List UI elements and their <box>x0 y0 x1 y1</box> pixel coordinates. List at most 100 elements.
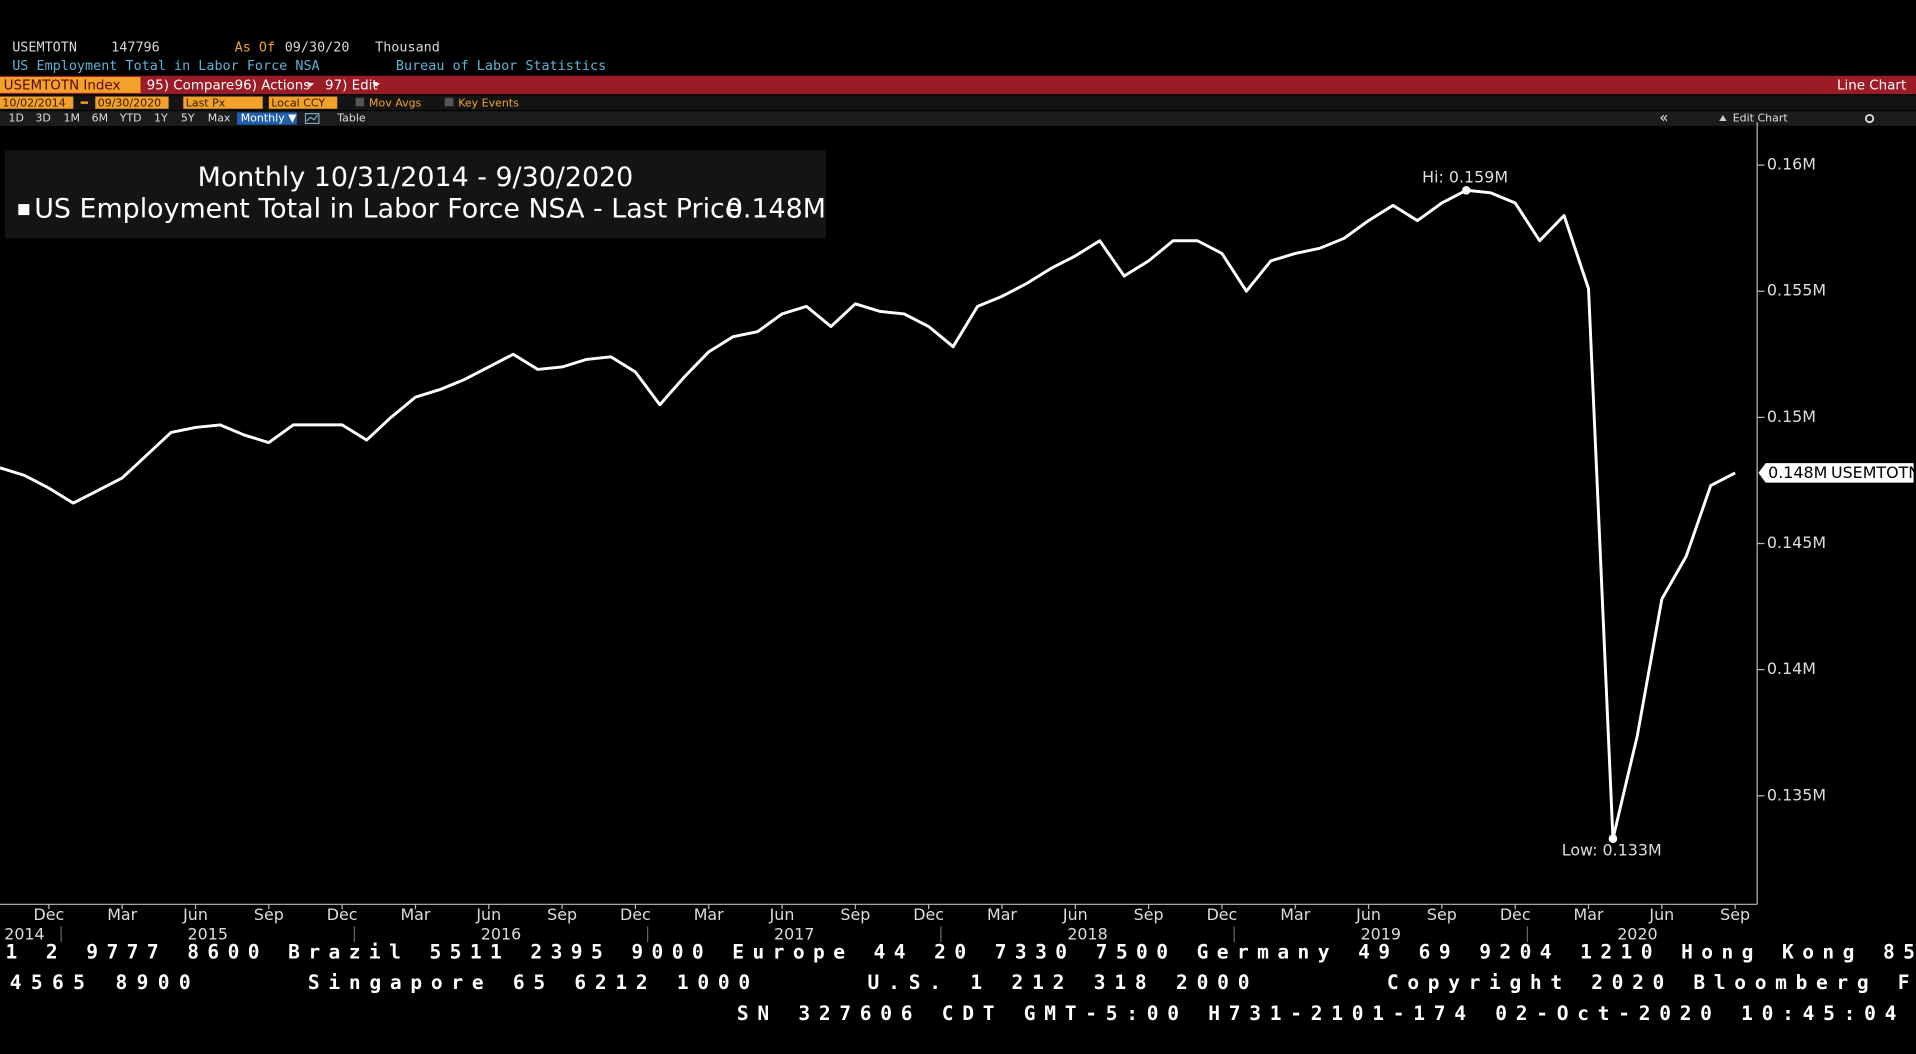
extreme-marker <box>1608 834 1618 843</box>
footer-line: 4565 8900 <box>10 971 191 994</box>
red-menu-bar <box>0 75 1916 95</box>
range-bar <box>0 111 1916 126</box>
key-events[interactable]: Key Events <box>458 96 519 109</box>
extreme-label: Hi: 0.159M <box>1422 168 1508 187</box>
mov-avgs-check[interactable] <box>355 97 365 107</box>
last-price-tag-label: 0.148M USEMTOTN <box>1768 462 1916 481</box>
field-box[interactable] <box>183 96 263 109</box>
compare-button[interactable]: 95) Compare <box>147 79 235 94</box>
period-button[interactable]: 1D <box>9 112 24 125</box>
key-events-check[interactable] <box>444 97 454 107</box>
x-tick-label: Jun <box>1648 905 1674 924</box>
period-button[interactable]: Max <box>208 112 231 125</box>
chart-subtitle: Monthly 10/31/2014 - 9/30/2020 <box>198 162 634 193</box>
x-tick-label: Dec <box>1207 905 1238 924</box>
source: Bureau of Labor Statistics <box>396 59 606 74</box>
actions-button[interactable]: 96) Actions <box>235 79 311 94</box>
x-tick-label: Mar <box>400 905 430 924</box>
period-button[interactable]: 5Y <box>181 112 195 125</box>
x-tick-label: Mar <box>1574 905 1604 924</box>
edit-button[interactable]: 97) Edit <box>325 79 378 94</box>
year-label: 2014 <box>4 924 44 943</box>
extreme-label: Low: 0.133M <box>1562 840 1662 859</box>
table-button[interactable]: Table <box>336 112 366 125</box>
as-of-date: 09/30/20 <box>285 41 350 56</box>
settings-gear[interactable] <box>1864 113 1875 124</box>
separator <box>80 101 88 104</box>
x-tick-label: Sep <box>1134 905 1164 924</box>
start-date[interactable]: 10/02/2014 <box>2 96 65 109</box>
end-date-box[interactable] <box>95 96 169 109</box>
field[interactable]: Last Px <box>186 96 226 109</box>
period-button[interactable]: 1Y <box>154 112 168 125</box>
y-tick-label: 0.15M <box>1767 407 1816 426</box>
period-button[interactable]: YTD <box>119 112 142 125</box>
x-tick-label: Sep <box>840 905 870 924</box>
edit-chart-button[interactable]: Edit Chart <box>1733 112 1789 125</box>
x-tick-label: Sep <box>1720 905 1750 924</box>
x-tick-label: Dec <box>34 905 65 924</box>
x-tick-label: Jun <box>475 905 501 924</box>
footer-line: SN 327606 CDT GMT-5:00 H731-2101-174 02-… <box>737 1002 1897 1025</box>
x-tick-label: Jun <box>1355 905 1381 924</box>
x-tick-label: Mar <box>987 905 1017 924</box>
footer-line: 61 2 9777 8600 Brazil 5511 2395 9000 Eur… <box>0 941 1916 964</box>
period-button[interactable]: 6M <box>92 112 108 125</box>
x-tick-label: Sep <box>547 905 577 924</box>
y-tick-label: 0.135M <box>1767 785 1826 804</box>
x-tick-label: Dec <box>1500 905 1531 924</box>
y-tick-label: 0.145M <box>1767 533 1826 552</box>
y-tick-label: 0.14M <box>1767 659 1816 678</box>
legend-box <box>4 150 827 239</box>
x-tick-label: Dec <box>913 905 944 924</box>
year-label: 2019 <box>1361 924 1401 943</box>
last-price-value: 0.148M <box>1768 462 1827 481</box>
period-button[interactable]: 3D <box>35 112 50 125</box>
settings-bar <box>0 95 1916 110</box>
legend-label: US Employment Total in Labor Force NSA -… <box>34 194 741 225</box>
end-date[interactable]: 09/30/2020 <box>98 96 161 109</box>
description: US Employment Total in Labor Force NSA <box>12 59 319 74</box>
x-tick-label: Jun <box>769 905 795 924</box>
x-tick-label: Mar <box>107 905 137 924</box>
currency[interactable]: Local CCY <box>271 96 325 109</box>
as-of-label: As Of <box>235 41 275 56</box>
last-price-tag <box>1758 463 1914 483</box>
edit-icon <box>1719 114 1727 121</box>
year-label: 2015 <box>188 924 228 943</box>
year-label: 2016 <box>481 924 521 943</box>
x-tick-label: Mar <box>1280 905 1310 924</box>
security[interactable]: USEMTOTN Index <box>4 79 121 94</box>
units: Thousand <box>375 41 440 56</box>
legend-swatch <box>18 204 30 216</box>
frequency-box[interactable] <box>237 112 297 125</box>
collapse-button[interactable]: « <box>1659 110 1668 127</box>
price-line <box>0 188 1736 841</box>
x-tick-label: Jun <box>1062 905 1088 924</box>
chart-icon[interactable] <box>304 113 320 125</box>
mov-avgs[interactable]: Mov Avgs <box>369 96 422 109</box>
x-tick-label: Mar <box>694 905 724 924</box>
start-date-box[interactable] <box>0 96 74 109</box>
frequency[interactable]: Monthly ▼ <box>241 112 297 125</box>
x-tick-label: Dec <box>620 905 651 924</box>
x-tick-label: Jun <box>182 905 208 924</box>
ticker: USEMTOTN <box>12 41 77 56</box>
view-name: Line Chart <box>1837 79 1906 94</box>
currency-box[interactable] <box>268 96 338 109</box>
x-tick-label: Sep <box>254 905 284 924</box>
y-tick-label: 0.155M <box>1767 281 1826 300</box>
x-tick-label: Dec <box>327 905 358 924</box>
last-value: 147796 <box>111 41 160 56</box>
legend-last-price: 0.148M <box>726 194 826 225</box>
year-label: 2020 <box>1617 924 1657 943</box>
year-label: 2018 <box>1067 924 1107 943</box>
year-label: 2017 <box>774 924 814 943</box>
security-field[interactable] <box>0 76 141 93</box>
extreme-marker <box>1462 186 1471 195</box>
period-button[interactable]: 1M <box>64 112 80 125</box>
y-tick-label: 0.16M <box>1767 155 1816 174</box>
x-tick-label: Sep <box>1427 905 1457 924</box>
